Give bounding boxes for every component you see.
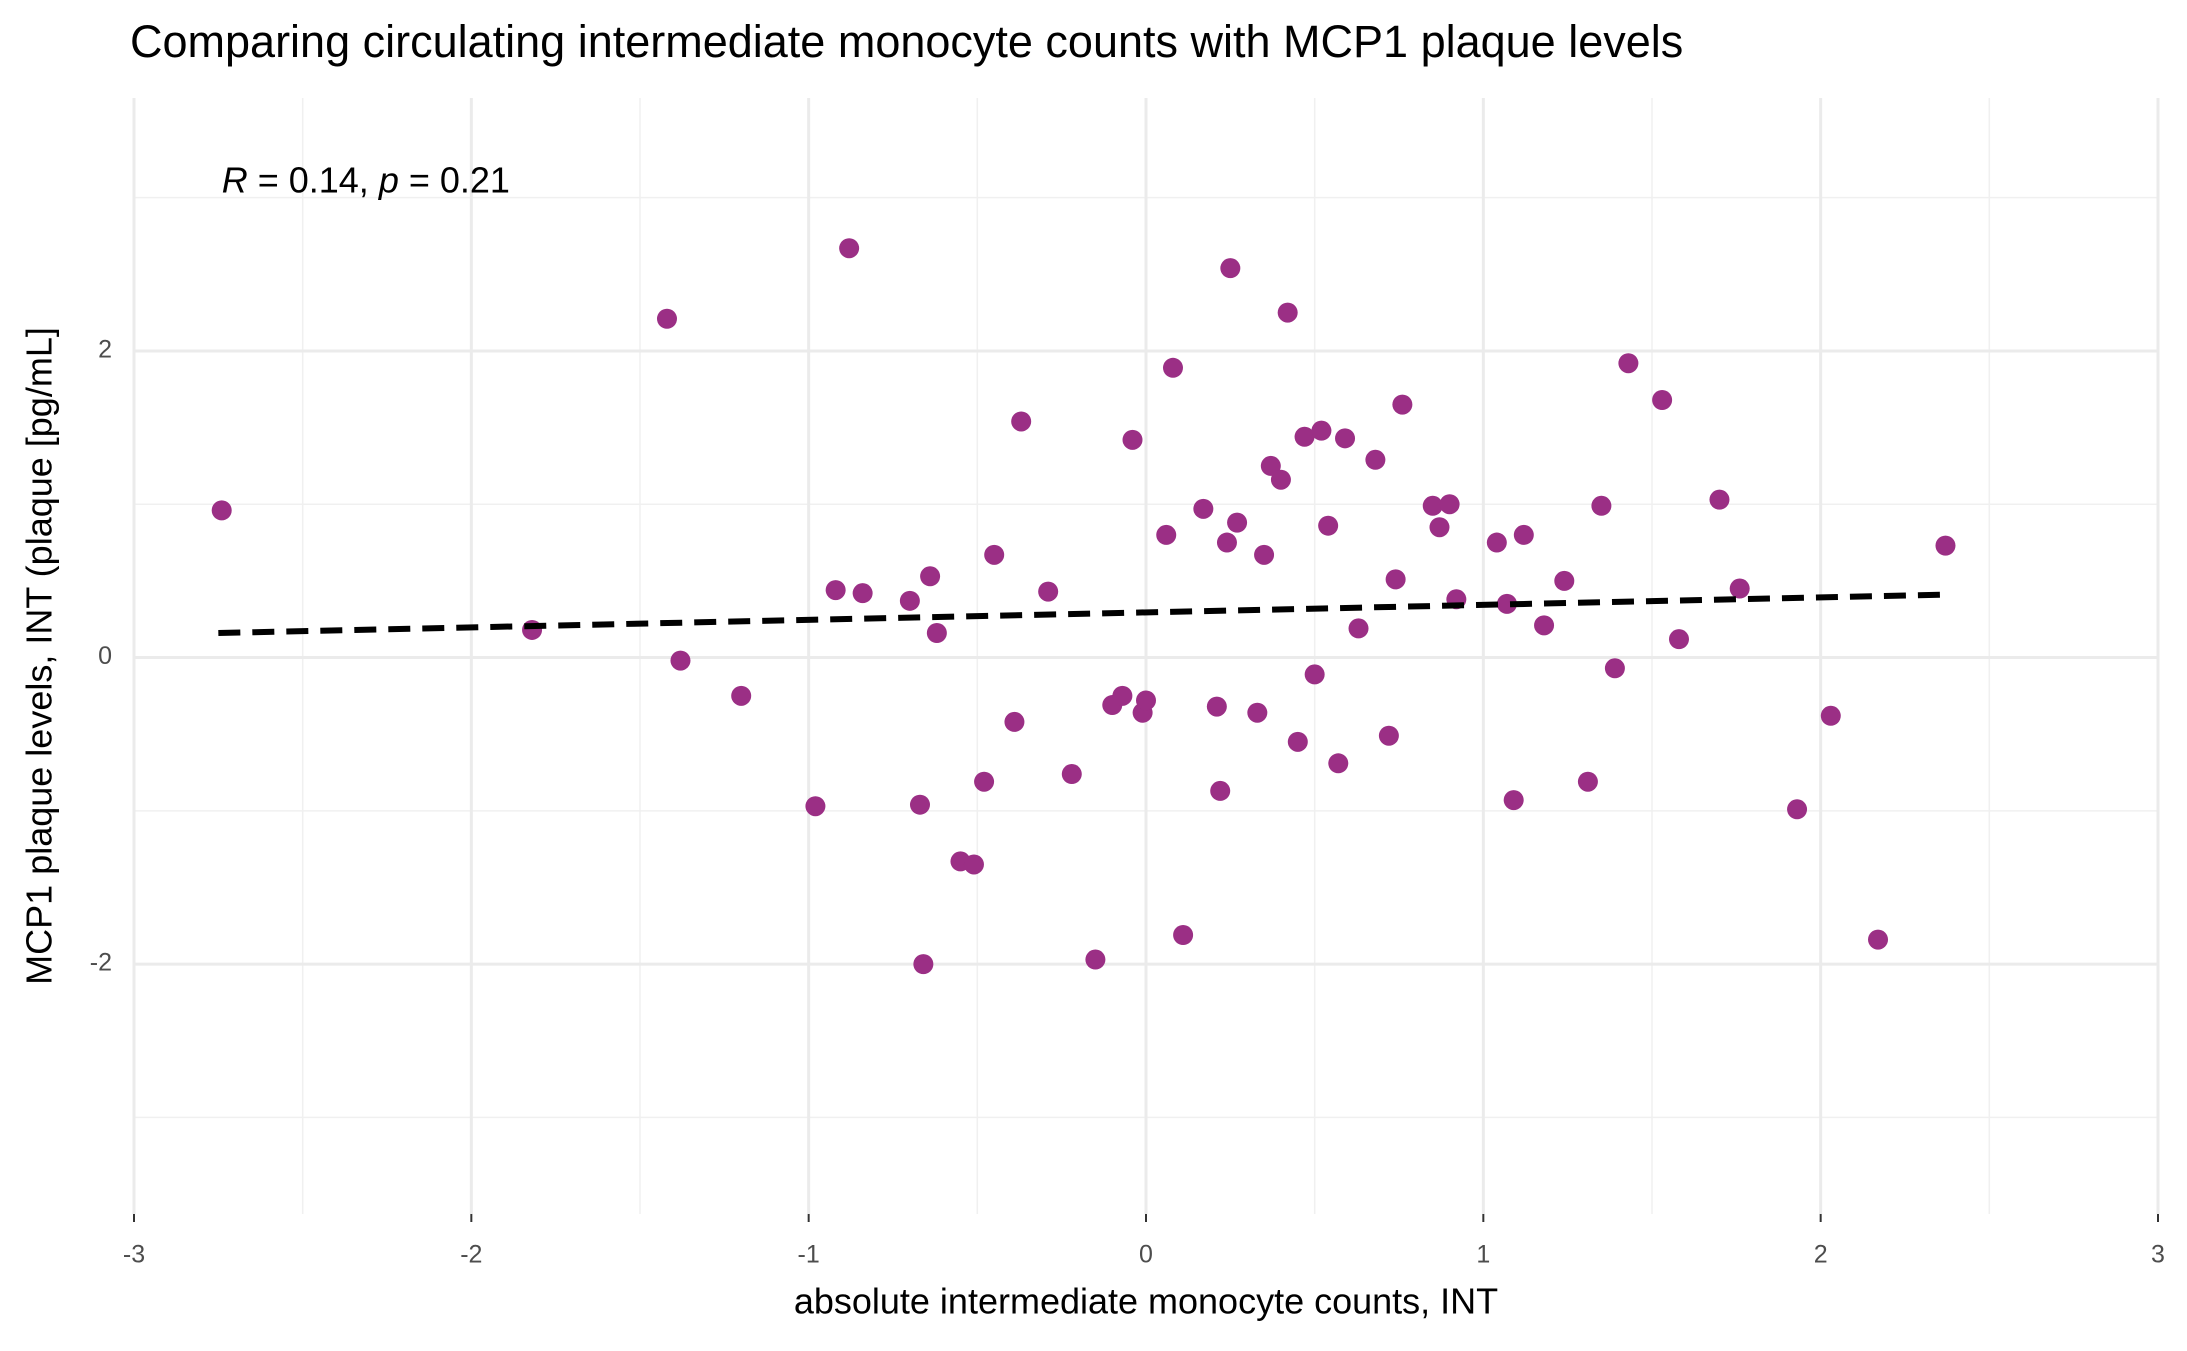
x-tick-label: 3	[2151, 1241, 2165, 1269]
point	[1247, 702, 1268, 723]
point	[1935, 535, 1956, 556]
x-tick-label: -1	[798, 1241, 820, 1269]
point	[1112, 685, 1133, 706]
annotation-part: = 0.14,	[248, 159, 379, 200]
point	[670, 650, 691, 671]
point	[805, 796, 826, 817]
point	[1085, 949, 1106, 970]
point	[1136, 690, 1156, 711]
point	[913, 954, 934, 975]
point	[1260, 455, 1281, 476]
point	[963, 854, 984, 875]
point	[1729, 578, 1750, 599]
point	[839, 238, 860, 259]
annotation-part: p	[378, 159, 399, 200]
y-axis-title: MCP1 plaque levels, INT (plaque [pg/mL]	[19, 327, 60, 985]
point	[1787, 799, 1808, 820]
point	[1061, 764, 1082, 785]
annotation-part: R	[222, 159, 248, 200]
point	[1328, 753, 1349, 774]
point	[1270, 469, 1291, 490]
grid	[132, 98, 2160, 1222]
point	[1122, 429, 1143, 450]
point	[1618, 353, 1639, 374]
point	[1709, 489, 1730, 510]
point	[1162, 357, 1183, 378]
annotation: R = 0.14, p = 0.21	[222, 159, 510, 200]
x-tick-label: 1	[1476, 1241, 1490, 1269]
x-tick-label: 0	[1139, 1241, 1153, 1269]
y-tick-label: -2	[90, 949, 112, 977]
point	[984, 544, 1005, 565]
annotation-part: = 0.21	[399, 159, 510, 200]
point	[1294, 426, 1315, 447]
point	[1193, 498, 1214, 519]
point	[1311, 420, 1332, 441]
point	[1365, 449, 1386, 470]
y-tick-label: 0	[98, 642, 112, 670]
point	[1038, 581, 1059, 602]
point	[1439, 494, 1460, 515]
point	[1216, 532, 1237, 553]
point	[909, 794, 930, 815]
chart-title: Comparing circulating intermediate monoc…	[130, 16, 1683, 67]
point	[926, 623, 947, 644]
point	[1004, 711, 1025, 732]
point	[1287, 731, 1308, 752]
trend-line	[218, 591, 1943, 637]
x-tick-label: -2	[460, 1241, 482, 1269]
point	[1378, 725, 1399, 746]
point	[1254, 544, 1275, 565]
point	[1868, 929, 1889, 950]
point	[974, 771, 995, 792]
point	[1486, 532, 1507, 553]
x-axis-title: absolute intermediate monocyte counts, I…	[794, 1281, 1498, 1322]
point	[1277, 302, 1298, 323]
point	[1173, 925, 1194, 945]
point	[1422, 495, 1443, 516]
point	[1220, 258, 1241, 279]
point	[1503, 790, 1524, 811]
point	[1554, 570, 1575, 591]
point	[1011, 411, 1032, 432]
point	[1513, 524, 1534, 545]
point	[1668, 629, 1689, 650]
point	[920, 566, 941, 587]
point	[1392, 394, 1413, 415]
point	[1604, 658, 1625, 679]
point	[1206, 696, 1227, 717]
point	[1304, 664, 1325, 685]
point	[1348, 618, 1369, 639]
point	[1577, 771, 1598, 792]
point	[1335, 428, 1356, 449]
point	[1210, 780, 1231, 801]
point	[1429, 517, 1450, 538]
point	[1385, 569, 1406, 590]
point	[1591, 495, 1612, 516]
point	[1318, 515, 1339, 536]
point	[852, 583, 873, 604]
point	[1652, 389, 1673, 410]
point	[1496, 593, 1517, 614]
point	[656, 308, 677, 329]
point	[211, 500, 232, 521]
y-tick-label: 2	[98, 336, 112, 364]
point	[1156, 524, 1177, 545]
point	[1227, 512, 1248, 533]
point	[899, 590, 920, 611]
x-tick-label: 2	[1814, 1241, 1828, 1269]
plot-area	[211, 238, 1956, 975]
point	[825, 580, 846, 601]
point	[1534, 615, 1555, 636]
x-tick-label: -3	[123, 1241, 145, 1269]
point	[731, 685, 752, 706]
point	[1820, 705, 1841, 726]
